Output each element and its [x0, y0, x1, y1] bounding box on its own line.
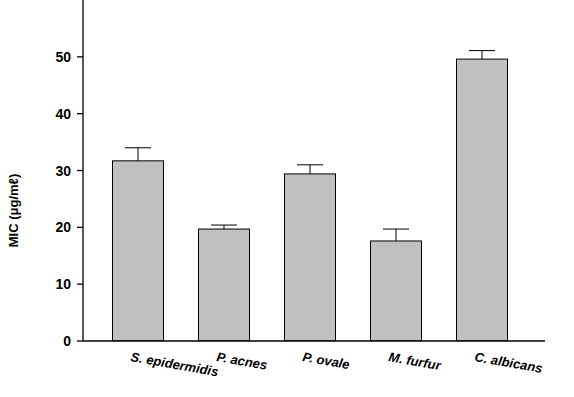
bar [371, 241, 422, 341]
y-tick [77, 170, 83, 171]
error-bar [383, 229, 409, 241]
bar [457, 59, 508, 341]
error-bar [211, 225, 237, 229]
error-cap [125, 147, 151, 148]
error-stem [396, 229, 397, 241]
y-tick [77, 340, 83, 341]
y-tick [77, 113, 83, 114]
y-tick-label: 20 [55, 219, 71, 235]
x-tick-label: S. epidermidis [129, 349, 219, 379]
y-tick [77, 284, 83, 285]
bar [285, 174, 336, 341]
error-stem [138, 148, 139, 161]
error-cap [383, 229, 409, 230]
x-tick-label: M. furfur [387, 349, 442, 373]
error-cap [297, 164, 323, 165]
chart: 0 10 20 30 40 50 S. epidermidisP. acnes P. oval… [0, 0, 574, 397]
bar [113, 161, 164, 341]
bar [199, 229, 250, 341]
error-stem [224, 225, 225, 229]
error-bar [125, 148, 151, 161]
y-tick [77, 56, 83, 57]
y-tick [77, 227, 83, 228]
error-cap [211, 225, 237, 226]
y-tick-label: 0 [63, 333, 71, 349]
y-tick-label: 10 [55, 276, 71, 292]
y-tick-label: 30 [55, 163, 71, 179]
error-cap [469, 50, 495, 51]
x-axis [83, 340, 545, 341]
y-tick-label: 40 [55, 106, 71, 122]
x-tick-label: C. albicans [473, 349, 543, 376]
x-tick-label: P. acnes [215, 349, 268, 373]
y-axis-label: MIC (μg/mℓ) [6, 174, 21, 248]
error-bar [297, 165, 323, 174]
bars [113, 51, 508, 341]
y-tick-label: 50 [55, 49, 71, 65]
error-stem [482, 51, 483, 60]
error-stem [310, 165, 311, 174]
x-tick-label: P. ovale [301, 349, 350, 372]
error-bar [469, 51, 495, 60]
